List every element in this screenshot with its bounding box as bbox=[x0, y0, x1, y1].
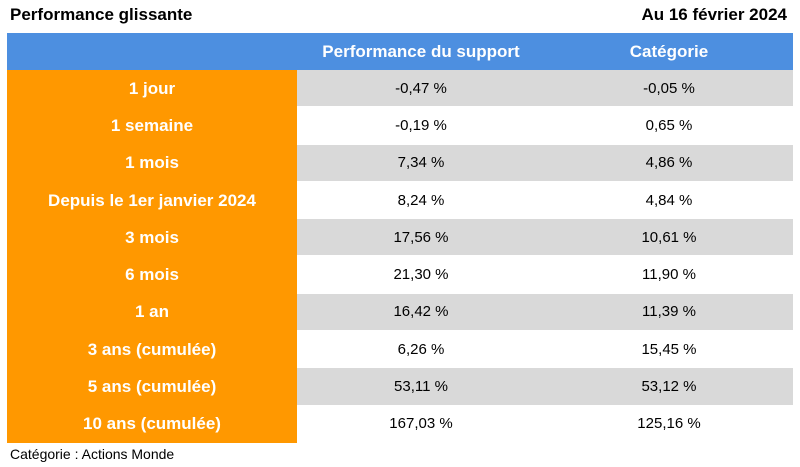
category-value: 15,45 % bbox=[545, 331, 793, 369]
support-value: -0,19 % bbox=[297, 107, 545, 145]
support-value: 6,26 % bbox=[297, 331, 545, 369]
as-of-date: Au 16 février 2024 bbox=[641, 5, 787, 24]
table-row: 3 ans (cumulée) 6,26 % 15,45 % bbox=[7, 331, 793, 369]
row-label: 5 ans (cumulée) bbox=[7, 368, 297, 406]
table-header-row: Performance du support Catégorie bbox=[7, 33, 793, 70]
category-value: 4,84 % bbox=[545, 181, 793, 220]
support-value: 53,11 % bbox=[297, 368, 545, 406]
category-value: 0,65 % bbox=[545, 107, 793, 145]
category-value: 4,86 % bbox=[545, 144, 793, 182]
support-value: 7,34 % bbox=[297, 144, 545, 182]
support-value: 8,24 % bbox=[297, 181, 545, 220]
row-label: 1 mois bbox=[7, 144, 297, 182]
table-row: 1 mois 7,34 % 4,86 % bbox=[7, 144, 793, 182]
row-label: 6 mois bbox=[7, 256, 297, 294]
row-label: 3 ans (cumulée) bbox=[7, 331, 297, 369]
category-value: -0,05 % bbox=[545, 70, 793, 108]
row-label: Depuis le 1er janvier 2024 bbox=[7, 181, 297, 220]
category-value: 11,90 % bbox=[545, 256, 793, 294]
support-value: 167,03 % bbox=[297, 405, 545, 443]
table-row: 5 ans (cumulée) 53,11 % 53,12 % bbox=[7, 368, 793, 406]
category-value: 11,39 % bbox=[545, 293, 793, 332]
performance-table: Performance du support Catégorie 1 jour … bbox=[7, 33, 793, 443]
page-title: Performance glissante bbox=[10, 5, 193, 24]
table-row: 10 ans (cumulée) 167,03 % 125,16 % bbox=[7, 405, 793, 443]
table-row: 1 semaine -0,19 % 0,65 % bbox=[7, 107, 793, 145]
category-value: 10,61 % bbox=[545, 219, 793, 257]
column-header-category: Catégorie bbox=[629, 41, 709, 61]
column-header-period bbox=[7, 33, 297, 70]
table-row: 6 mois 21,30 % 11,90 % bbox=[7, 256, 793, 294]
support-value: -0,47 % bbox=[297, 70, 545, 108]
category-footnote: Catégorie : Actions Monde bbox=[10, 446, 175, 462]
table-row: 1 jour -0,47 % -0,05 % bbox=[7, 70, 793, 108]
row-label: 1 jour bbox=[7, 70, 297, 108]
category-value: 53,12 % bbox=[545, 368, 793, 406]
row-label: 3 mois bbox=[7, 219, 297, 257]
support-value: 21,30 % bbox=[297, 256, 545, 294]
table-row: Depuis le 1er janvier 2024 8,24 % 4,84 % bbox=[7, 181, 793, 220]
support-value: 16,42 % bbox=[297, 293, 545, 332]
category-value: 125,16 % bbox=[545, 405, 793, 443]
table-row: 3 mois 17,56 % 10,61 % bbox=[7, 219, 793, 257]
row-label: 1 an bbox=[7, 293, 297, 332]
row-label: 10 ans (cumulée) bbox=[7, 405, 297, 443]
support-value: 17,56 % bbox=[297, 219, 545, 257]
table-row: 1 an 16,42 % 11,39 % bbox=[7, 293, 793, 332]
column-header-support: Performance du support bbox=[322, 41, 520, 61]
row-label: 1 semaine bbox=[7, 107, 297, 145]
